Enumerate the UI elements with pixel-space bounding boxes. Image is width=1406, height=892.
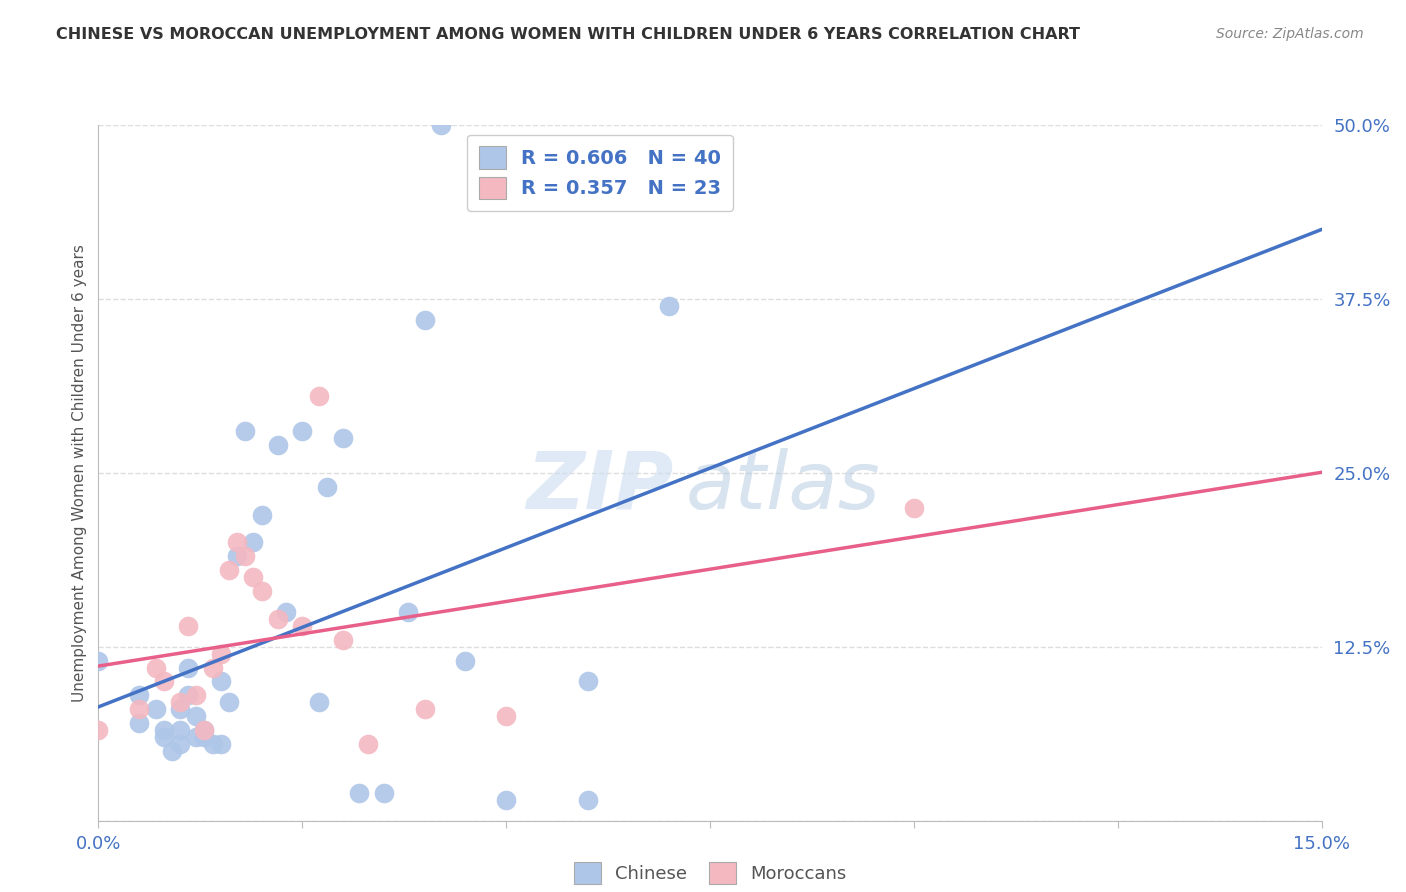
Point [218,695,240,709]
Point [152,674,174,689]
Point [576,674,599,689]
Point [658,299,681,313]
Point [186,730,208,744]
Point [349,786,371,800]
Point [209,647,232,661]
Point [201,737,224,751]
Point [291,424,314,438]
Text: CHINESE VS MOROCCAN UNEMPLOYMENT AMONG WOMEN WITH CHILDREN UNDER 6 YEARS CORRELA: CHINESE VS MOROCCAN UNEMPLOYMENT AMONG W… [56,27,1080,42]
Point [413,312,436,326]
Point [186,689,208,703]
Point [201,660,224,674]
Point [576,793,599,807]
Point [903,500,925,515]
Y-axis label: Unemployment Among Women with Children Under 6 years: Unemployment Among Women with Children U… [72,244,87,702]
Point [193,730,215,744]
Point [177,660,200,674]
Point [87,723,110,738]
Point [193,723,215,738]
Point [169,695,191,709]
Point [128,716,150,731]
Text: Source: ZipAtlas.com: Source: ZipAtlas.com [1216,27,1364,41]
Point [177,689,200,703]
Point [373,786,395,800]
Point [233,424,256,438]
Point [128,702,150,716]
Point [291,619,314,633]
Point [495,709,517,723]
Point [274,605,297,619]
Point [267,438,290,452]
Point [226,549,249,564]
Point [308,389,330,403]
Point [242,535,264,549]
Point [193,723,215,738]
Point [226,535,249,549]
Point [413,702,436,716]
Point [250,584,273,599]
Point [160,744,183,758]
Point [186,709,208,723]
Point [242,570,264,584]
Point [308,695,330,709]
Point [233,549,256,564]
Point [209,674,232,689]
Point [169,737,191,751]
Point [145,702,167,716]
Text: atlas: atlas [686,448,880,525]
Point [267,612,290,626]
Point [128,689,150,703]
Point [169,723,191,738]
Point [209,737,232,751]
Text: ZIP: ZIP [526,448,673,525]
Legend: Chinese, Moroccans: Chinese, Moroccans [567,855,853,892]
Point [495,793,517,807]
Point [169,702,191,716]
Point [332,632,354,647]
Point [250,508,273,522]
Point [332,431,354,445]
Point [152,730,174,744]
Point [87,654,110,668]
Point [430,118,453,132]
Point [356,737,378,751]
Point [145,660,167,674]
Point [177,619,200,633]
Point [218,563,240,577]
Point [315,480,337,494]
Point [396,605,419,619]
Point [152,723,174,738]
Point [454,654,477,668]
